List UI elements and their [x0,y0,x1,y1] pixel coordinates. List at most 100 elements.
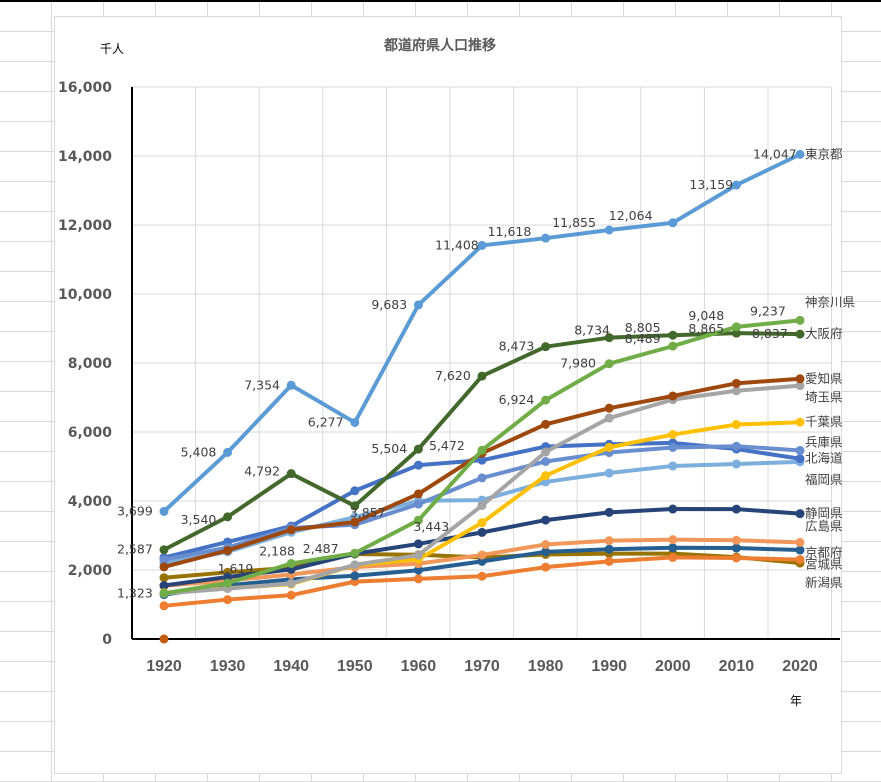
data-point[interactable] [541,540,551,550]
data-point[interactable] [286,469,296,479]
data-point[interactable] [541,471,551,481]
data-point[interactable] [477,445,487,455]
data-point[interactable] [541,547,551,557]
data-point[interactable] [223,572,233,582]
data-point[interactable] [477,240,487,250]
data-point[interactable] [477,550,487,560]
data-point[interactable] [286,578,296,588]
data-point[interactable] [477,556,487,566]
data-point[interactable] [413,574,423,584]
data-point[interactable] [477,518,487,528]
data-point[interactable] [795,454,805,464]
data-point[interactable] [286,525,296,535]
data-point[interactable] [223,447,233,457]
data-point[interactable] [668,461,678,471]
data-point[interactable] [413,565,423,575]
data-point[interactable] [604,544,614,554]
data-point[interactable] [223,512,233,522]
data-point[interactable] [477,473,487,483]
data-point[interactable] [731,504,741,514]
data-point[interactable] [413,515,423,525]
data-point[interactable] [477,500,487,510]
data-point[interactable] [159,601,169,611]
data-point[interactable] [668,330,678,340]
data-point[interactable] [795,545,805,555]
data-point[interactable] [731,328,741,338]
data-point[interactable] [159,581,169,591]
data-point[interactable] [668,442,678,452]
data-point[interactable] [350,501,360,511]
data-point[interactable] [731,535,741,545]
data-point[interactable] [668,430,678,440]
data-point[interactable] [541,515,551,525]
data-point[interactable] [159,506,169,516]
data-point[interactable] [159,545,169,555]
data-point[interactable] [413,300,423,310]
data-point[interactable] [159,562,169,572]
data-point[interactable] [413,489,423,499]
data-point[interactable] [350,548,360,558]
data-point[interactable] [604,225,614,235]
data-point[interactable] [541,419,551,429]
data-point[interactable] [731,378,741,388]
data-point[interactable] [604,536,614,546]
data-point[interactable] [223,578,233,588]
data-point[interactable] [541,342,551,352]
data-point[interactable] [731,459,741,469]
data-point[interactable] [795,555,805,565]
data-point[interactable] [350,517,360,527]
data-point[interactable] [604,403,614,413]
data-point[interactable] [159,588,169,598]
data-point[interactable] [413,460,423,470]
data-point[interactable] [795,445,805,455]
data-point[interactable] [604,413,614,423]
data-point[interactable] [604,333,614,343]
data-point[interactable] [731,180,741,190]
data-point[interactable] [477,455,487,465]
data-point[interactable] [668,391,678,401]
data-point[interactable] [477,571,487,581]
data-point[interactable] [159,573,169,583]
data-point[interactable] [413,550,423,560]
data-point[interactable] [731,420,741,430]
data-point[interactable] [668,535,678,545]
data-point[interactable] [541,562,551,572]
data-point[interactable] [668,552,678,562]
data-point[interactable] [795,509,805,519]
data-point[interactable] [731,543,741,553]
data-point[interactable] [668,341,678,351]
data-point[interactable] [477,371,487,381]
data-point[interactable] [795,374,805,384]
data-point[interactable] [668,543,678,553]
data-point[interactable] [477,527,487,537]
data-point[interactable] [795,315,805,325]
data-point[interactable] [286,380,296,390]
data-point[interactable] [350,571,360,581]
data-point[interactable] [286,559,296,569]
data-point[interactable] [541,233,551,243]
data-point[interactable] [604,507,614,517]
data-point[interactable] [604,468,614,478]
data-point[interactable] [413,444,423,454]
data-point[interactable] [795,149,805,159]
data-point[interactable] [795,537,805,547]
data-point[interactable] [795,381,805,391]
data-point[interactable] [731,441,741,451]
data-point[interactable] [604,556,614,566]
data-point[interactable] [731,322,741,332]
data-point[interactable] [350,417,360,427]
data-point[interactable] [159,555,169,565]
data-point[interactable] [795,417,805,427]
data-point[interactable] [604,359,614,369]
data-point[interactable] [223,595,233,605]
data-point[interactable] [413,499,423,509]
data-point[interactable] [286,590,296,600]
data-point[interactable] [731,553,741,563]
data-point[interactable] [350,560,360,570]
data-point[interactable] [541,447,551,457]
data-point[interactable] [795,329,805,339]
data-point[interactable] [541,456,551,466]
data-point[interactable] [604,442,614,452]
data-point[interactable] [223,545,233,555]
data-point[interactable] [731,386,741,396]
